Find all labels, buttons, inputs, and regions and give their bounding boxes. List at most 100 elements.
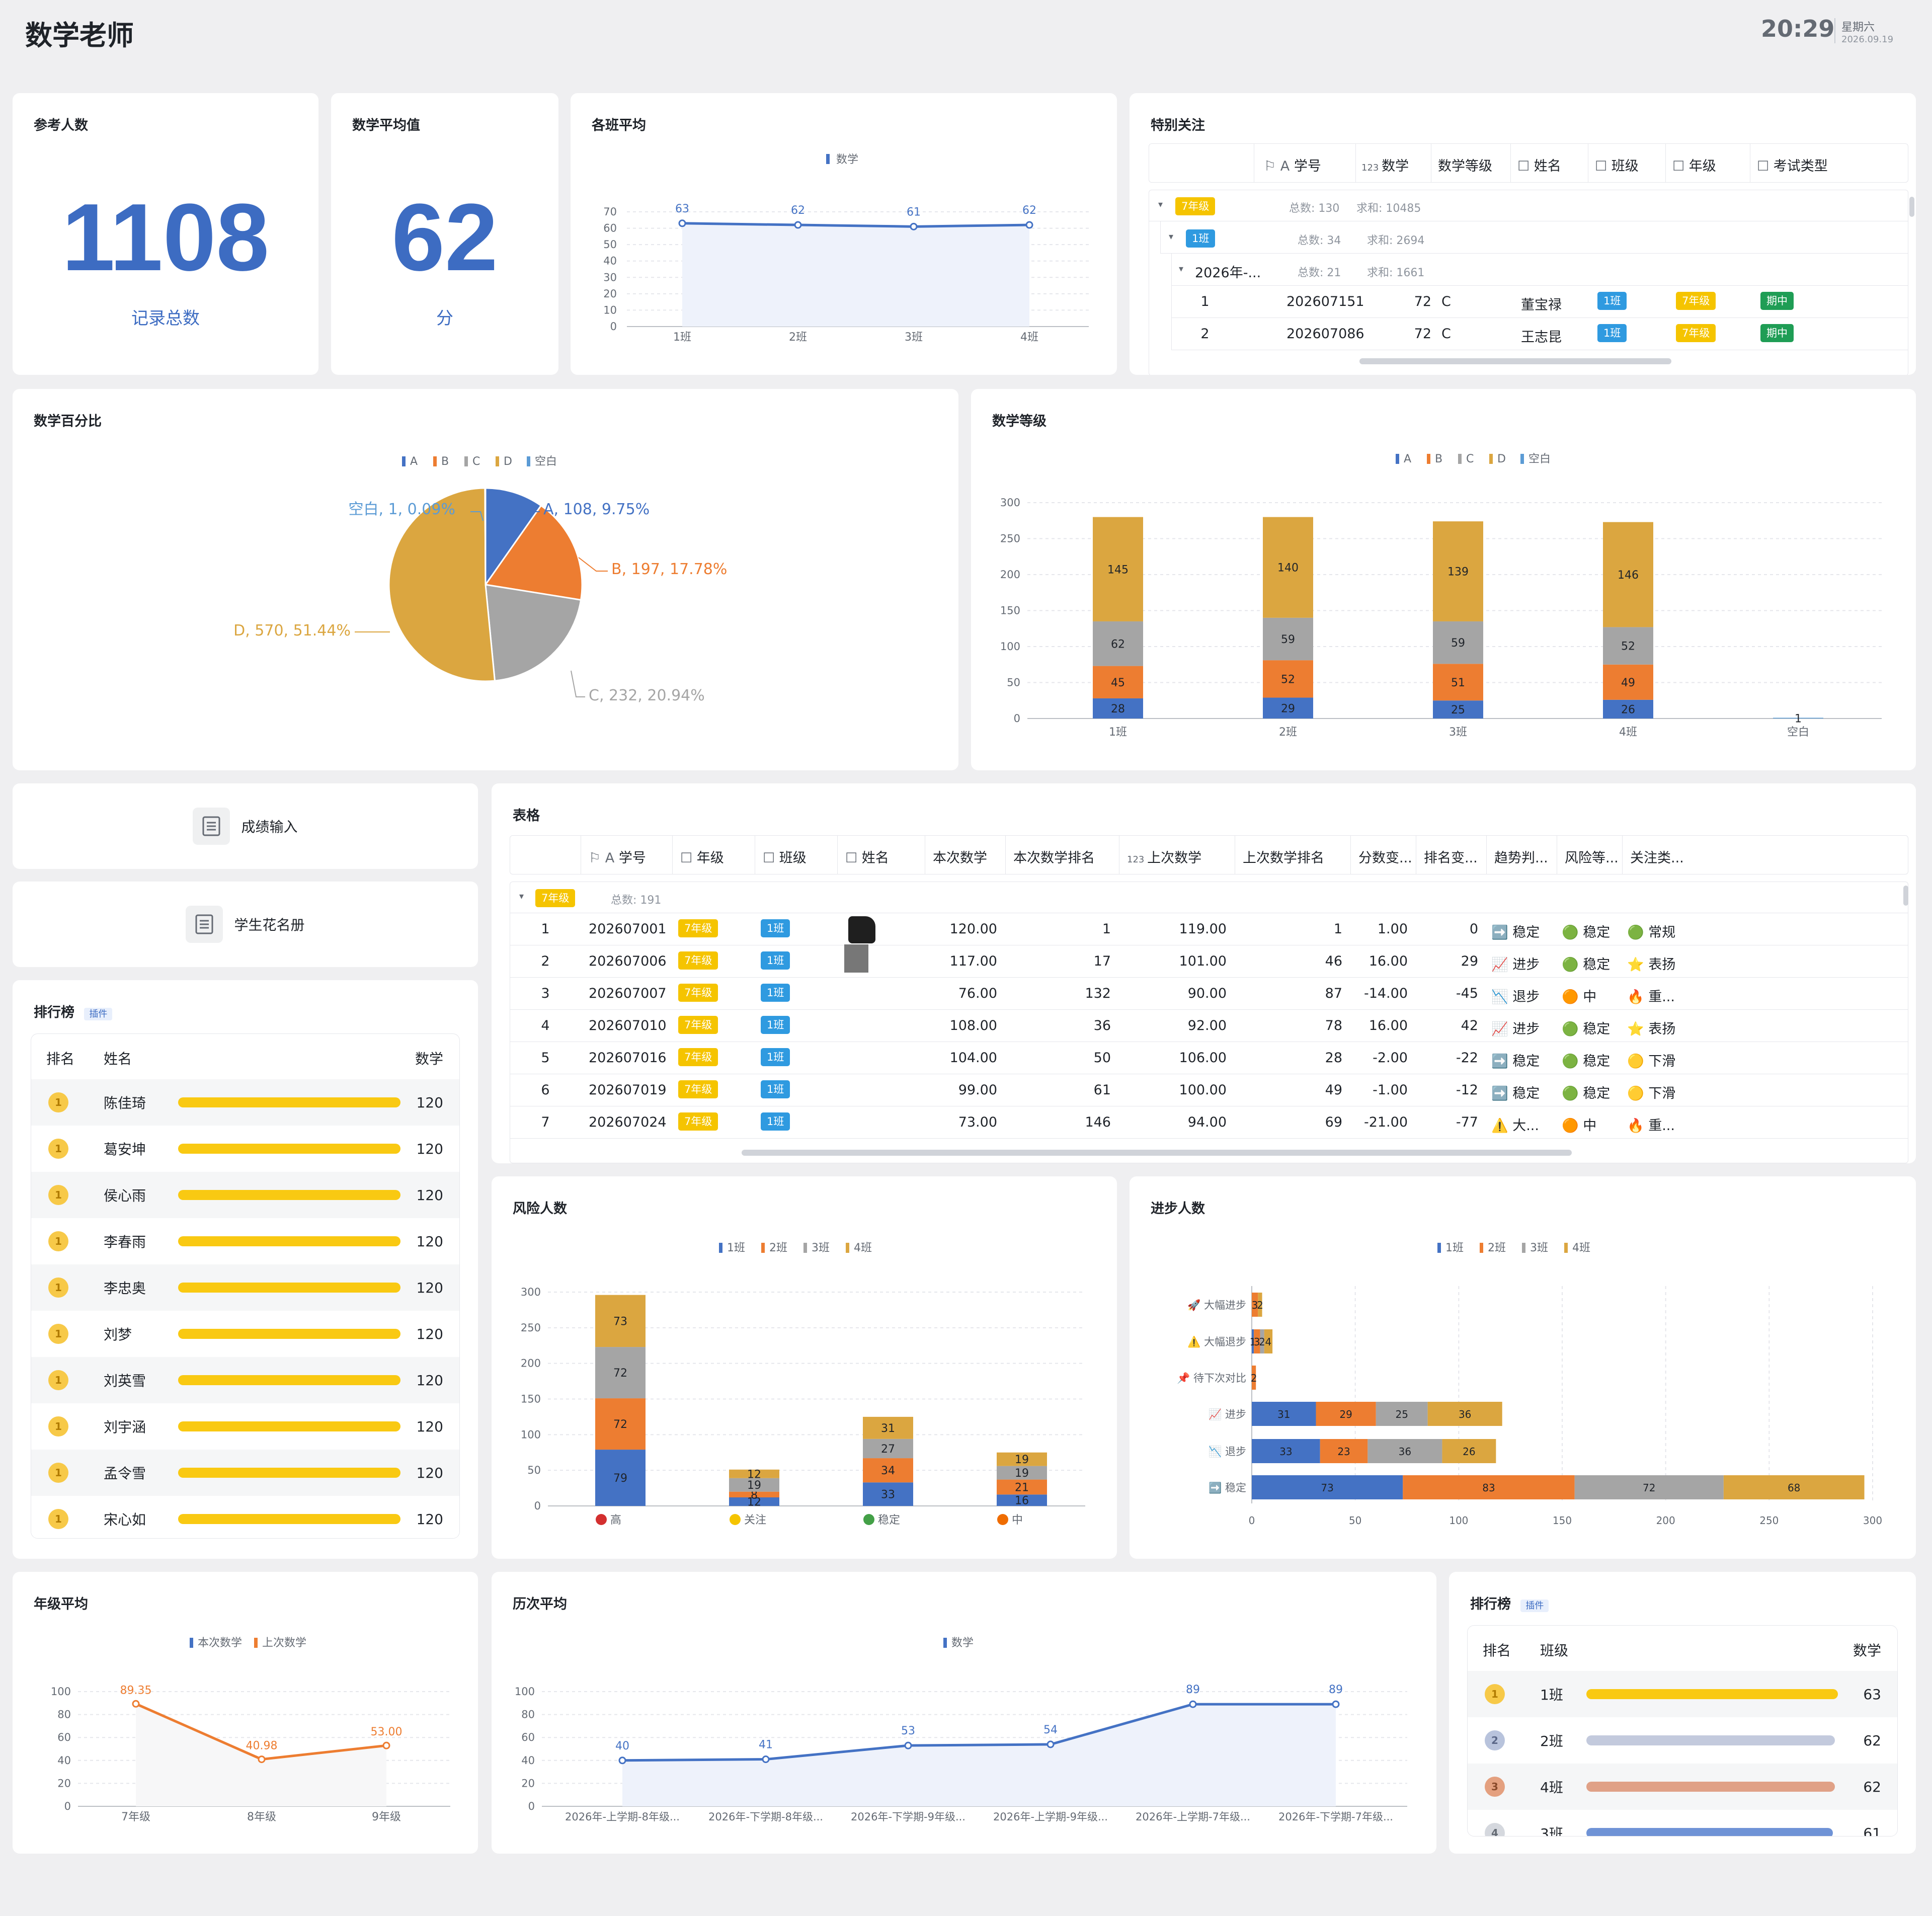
score-bar <box>1586 1735 1835 1745</box>
table-row[interactable]: 2 202607086 72 C 王志昆 1班 7年级 期中 <box>1171 318 1908 350</box>
table-row[interactable]: 1 202607151 72 C 董宝禄 1班 7年级 期中 <box>1171 286 1908 318</box>
leaderboard-row[interactable]: 1 侯心雨 120 <box>31 1172 459 1218</box>
group-row[interactable]: ▾ 7年级 总数: 191 <box>510 882 1908 913</box>
leaderboard-row[interactable]: 1 宋心如 120 <box>31 1496 459 1538</box>
vertical-scrollbar[interactable] <box>1903 886 1908 906</box>
kpi-value: 62 <box>391 184 498 291</box>
legend-label: 2班 <box>769 1242 787 1254</box>
table-row[interactable]: 3 202607007 7年级 1班 76.00 132 90.00 87 -14.00 -45 📉… <box>510 978 1908 1010</box>
col-header[interactable]: 上次数学排名 <box>1243 850 1324 866</box>
leaderboard-row[interactable]: 2 2班 62 <box>1468 1717 1897 1764</box>
leaderboard-row[interactable]: 1 葛安坤 120 <box>31 1126 459 1172</box>
col-header[interactable]: ☐ 姓名 <box>845 850 889 866</box>
bar-segment <box>1252 1329 1254 1353</box>
table-row[interactable]: 7 202607024 7年级 1班 73.00 146 94.00 69 -21.00 -77 ⚠… <box>510 1106 1908 1139</box>
col-header[interactable]: 123 上次数学 <box>1127 850 1202 866</box>
leaderboard-row[interactable]: 3 4班 62 <box>1468 1764 1897 1810</box>
col-header-class[interactable]: ☐ 班级 <box>1595 158 1639 174</box>
chevron-down-icon[interactable]: ▾ <box>1169 231 1174 242</box>
leaderboard-row[interactable]: 1 陈佳琦 120 <box>31 1079 459 1126</box>
risk-count-card: 风险人数 1班 2班 3班 4班 0 50 100 150 200 250 300 79 72 72 73 高… <box>492 1176 1117 1559</box>
col-header[interactable]: 趋势判... <box>1494 850 1548 866</box>
data-point <box>132 1700 140 1708</box>
table-row[interactable]: 5 202607016 7年级 1班 104.00 50 106.00 28 -2.00 -22 ➡… <box>510 1042 1908 1074</box>
card-title: 数学平均值 <box>352 118 420 133</box>
col-header-name[interactable]: ☐ 姓名 <box>1517 158 1561 174</box>
chevron-down-icon[interactable]: ▾ <box>1158 199 1163 210</box>
table-row[interactable]: 1 202607001 7年级 1班 120.00 1 119.00 1 1.00 0 ➡️ 稳定 🟢… <box>510 913 1908 945</box>
y-tick-label: 20 <box>521 1777 535 1789</box>
table-row[interactable]: 2 202607006 7年级 1班 117.00 17 101.00 46 16.00 29 📈 … <box>510 945 1908 978</box>
x-tick-label: 2026年-下学期-7年级... <box>1278 1811 1393 1823</box>
leaderboard-row[interactable]: 1 孟令雪 120 <box>31 1450 459 1496</box>
col-header[interactable]: ☐ 班级 <box>763 850 807 866</box>
table-row[interactable]: 6 202607019 7年级 1班 99.00 61 100.00 49 -1.00 -12 ➡️… <box>510 1074 1908 1106</box>
leaderboard-row[interactable]: 1 1班 63 <box>1468 1671 1897 1717</box>
score-input-button[interactable]: 成绩输入 <box>13 783 478 869</box>
data-point <box>618 1757 626 1765</box>
col-header[interactable]: 排名变... <box>1424 850 1478 866</box>
col-header[interactable]: ⚐ A 学号 <box>589 850 646 866</box>
x-tick-label: 0 <box>1249 1514 1255 1527</box>
col-header[interactable]: ☐ 年级 <box>680 850 724 866</box>
pie-slice <box>485 487 542 587</box>
horizontal-scrollbar[interactable] <box>1359 358 1671 364</box>
col-header[interactable]: 风险等... <box>1565 850 1619 866</box>
group-count: 总数: 34 <box>1298 234 1341 247</box>
horizontal-scrollbar[interactable] <box>742 1150 1572 1156</box>
col-header-id[interactable]: ⚐ A 学号 <box>1264 158 1321 174</box>
leaderboard-row[interactable]: 1 刘宇涵 120 <box>31 1403 459 1450</box>
col-header-exam-type[interactable]: ☐ 考试类型 <box>1757 158 1828 174</box>
current-score: 108.00 <box>949 1018 997 1033</box>
leaderboard-row[interactable]: 1 李春雨 120 <box>31 1218 459 1264</box>
data-label: 79 <box>613 1472 627 1485</box>
legend-swatch <box>1396 454 1399 464</box>
col-header-math[interactable]: 123 数学 <box>1361 158 1409 174</box>
col-header-year[interactable]: ☐ 年级 <box>1672 158 1716 174</box>
class-tag: 1班 <box>761 1080 836 1098</box>
bar-segment <box>1263 697 1313 718</box>
bar-segment <box>997 1466 1047 1480</box>
legend-label: A <box>410 455 418 468</box>
y-tick-label: 60 <box>603 222 617 234</box>
leaderboard-row[interactable]: 4 3班 61 <box>1468 1810 1897 1836</box>
x-tick-label: 4班 <box>1619 726 1637 739</box>
risk-dot-icon <box>997 1514 1008 1525</box>
legend-swatch <box>761 1243 765 1253</box>
col-header-grade[interactable]: 数学等级 <box>1438 158 1492 174</box>
bar-segment <box>1093 517 1143 621</box>
risk-count-chart: 1班 2班 3班 4班05010015020025030079727273高12819… <box>521 1242 1085 1527</box>
data-label: 28 <box>1111 703 1125 715</box>
col-header[interactable]: 本次数学排名 <box>1013 850 1095 866</box>
group-row[interactable]: ▾ 7年级 总数: 130 求和: 10485 <box>1149 190 1908 221</box>
legend-label: 4班 <box>854 1242 872 1254</box>
leaderboard-row[interactable]: 1 刘梦 120 <box>31 1311 459 1357</box>
y-tick-label: 100 <box>515 1686 535 1698</box>
col-header[interactable]: 分数变... <box>1358 850 1412 866</box>
leaderboard-row[interactable]: 1 李忠奥 120 <box>31 1264 459 1311</box>
score-bar <box>178 1514 400 1524</box>
trend-status: ⚠️ 大... <box>1491 1118 1539 1134</box>
bar-segment <box>1320 1439 1368 1463</box>
table-row[interactable]: 4 202607010 7年级 1班 108.00 36 92.00 78 16.00 42 📈 进… <box>510 1010 1908 1042</box>
y-tick-label: 100 <box>51 1686 71 1698</box>
col-header[interactable]: 关注类... <box>1630 850 1684 866</box>
chevron-down-icon[interactable]: ▾ <box>519 891 524 902</box>
series-line <box>622 1703 1336 1762</box>
class-tag: 1班 <box>761 1048 836 1066</box>
group-row[interactable]: ▾ 2026年-... 总数: 21 求和: 1661 <box>1171 254 1908 286</box>
group-row[interactable]: ▾ 1班 总数: 34 求和: 2694 <box>1160 221 1908 254</box>
exam-type-tag: 期中 <box>1760 292 1794 310</box>
leaderboard-row[interactable]: 1 刘英雪 120 <box>31 1357 459 1403</box>
risk-level: 🟠 中 <box>1562 989 1597 1005</box>
data-label: 2 <box>1257 1299 1263 1311</box>
column-divider <box>1350 836 1351 874</box>
redacted-name <box>847 1110 898 1135</box>
vertical-scrollbar[interactable] <box>1909 197 1914 217</box>
student-roster-button[interactable]: 学生花名册 <box>13 882 478 967</box>
bar-segment <box>1603 627 1653 665</box>
col-header[interactable]: 本次数学 <box>933 850 987 866</box>
legend-swatch <box>719 1243 722 1253</box>
chevron-down-icon[interactable]: ▾ <box>1179 264 1184 274</box>
